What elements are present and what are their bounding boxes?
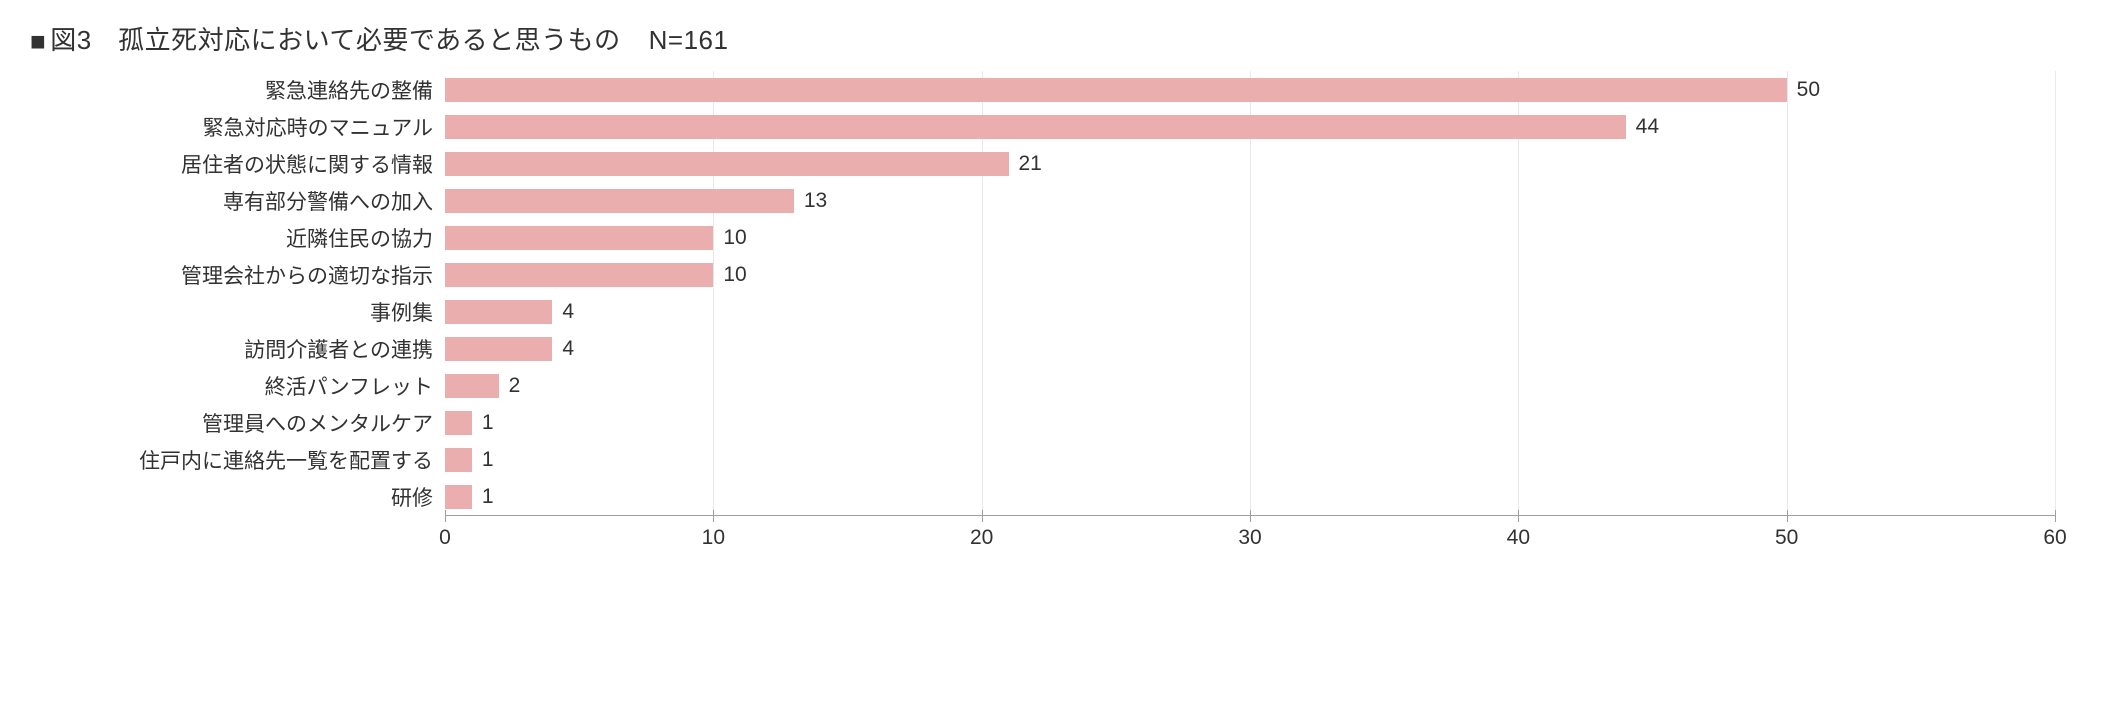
title-marker-square: ■ [30,26,46,57]
x-tick-label: 0 [439,526,451,550]
x-tick-label: 60 [2043,526,2066,550]
value-label: 1 [482,448,494,472]
bar [445,115,1626,139]
bar-row: 訪問介護者との連携 4 [30,330,2081,367]
category-label: 訪問介護者との連携 [30,334,445,364]
bar-row: 終活パンフレット 2 [30,367,2081,404]
value-label: 1 [482,411,494,435]
value-label: 4 [562,337,574,361]
bar [445,337,552,361]
bar-track: 4 [445,330,2055,367]
bar-row: 緊急連絡先の整備 50 [30,71,2081,108]
bar-row: 研修 1 [30,478,2081,515]
category-label: 居住者の状態に関する情報 [30,149,445,179]
bar-row: 事例集 4 [30,293,2081,330]
bar [445,448,472,472]
x-tick [2055,510,2056,522]
value-label: 44 [1636,115,1659,139]
category-label: 管理会社からの適切な指示 [30,260,445,290]
bar [445,263,713,287]
bar [445,485,472,509]
x-tick [982,510,983,522]
bar-track: 4 [445,293,2055,330]
bar [445,152,1009,176]
x-tick-label: 40 [1507,526,1530,550]
bar [445,411,472,435]
value-label: 50 [1797,78,1820,102]
bar-track: 13 [445,182,2055,219]
bar-track: 1 [445,404,2055,441]
x-tick-label: 50 [1775,526,1798,550]
value-label: 1 [482,485,494,509]
x-tick-label: 20 [970,526,993,550]
chart-title: ■図3 孤立死対応において必要であると思うもの N=161 [30,20,2081,57]
bar-track: 1 [445,441,2055,478]
value-label: 13 [804,189,827,213]
category-label: 近隣住民の協力 [30,223,445,253]
bar [445,189,794,213]
sample-size-label: N=161 [649,25,729,55]
x-axis: 0102030405060 [445,515,2055,559]
bar-track: 10 [445,256,2055,293]
value-label: 21 [1019,152,1042,176]
value-label: 4 [562,300,574,324]
bar-track: 10 [445,219,2055,256]
category-label: 研修 [30,482,445,512]
bar-row: 近隣住民の協力 10 [30,219,2081,256]
x-tick-label: 30 [1238,526,1261,550]
bar-row: 緊急対応時のマニュアル 44 [30,108,2081,145]
x-tick [713,510,714,522]
bar-row: 居住者の状態に関する情報 21 [30,145,2081,182]
bar-track: 21 [445,145,2055,182]
x-tick-label: 10 [702,526,725,550]
category-label: 緊急対応時のマニュアル [30,112,445,142]
chart-container: ■図3 孤立死対応において必要であると思うものN=161 緊急連絡先の整備50緊… [30,20,2081,559]
bar [445,300,552,324]
category-label: 専有部分警備への加入 [30,186,445,216]
category-label: 終活パンフレット [30,371,445,401]
bar-track: 2 [445,367,2055,404]
bar [445,226,713,250]
value-label: 10 [723,263,746,287]
category-label: 管理員へのメンタルケア [30,408,445,438]
x-tick [1787,510,1788,522]
bar [445,78,1787,102]
bar-row: 住戸内に連絡先一覧を配置する 1 [30,441,2081,478]
value-label: 10 [723,226,746,250]
x-tick [1518,510,1519,522]
title-text: 図3 孤立死対応において必要であると思うもの [50,25,620,55]
x-tick [1250,510,1251,522]
category-label: 事例集 [30,297,445,327]
bar-row: 専有部分警備への加入 13 [30,182,2081,219]
category-label: 緊急連絡先の整備 [30,75,445,105]
bar-row: 管理会社からの適切な指示 10 [30,256,2081,293]
bar-track: 44 [445,108,2055,145]
plot-area: 緊急連絡先の整備50緊急対応時のマニュアル44居住者の状態に関する情報21専有部… [30,71,2081,515]
category-label: 住戸内に連絡先一覧を配置する [30,445,445,475]
bar-row: 管理員へのメンタルケア 1 [30,404,2081,441]
x-tick [445,510,446,522]
bar [445,374,499,398]
bar-track: 50 [445,71,2055,108]
value-label: 2 [509,374,521,398]
